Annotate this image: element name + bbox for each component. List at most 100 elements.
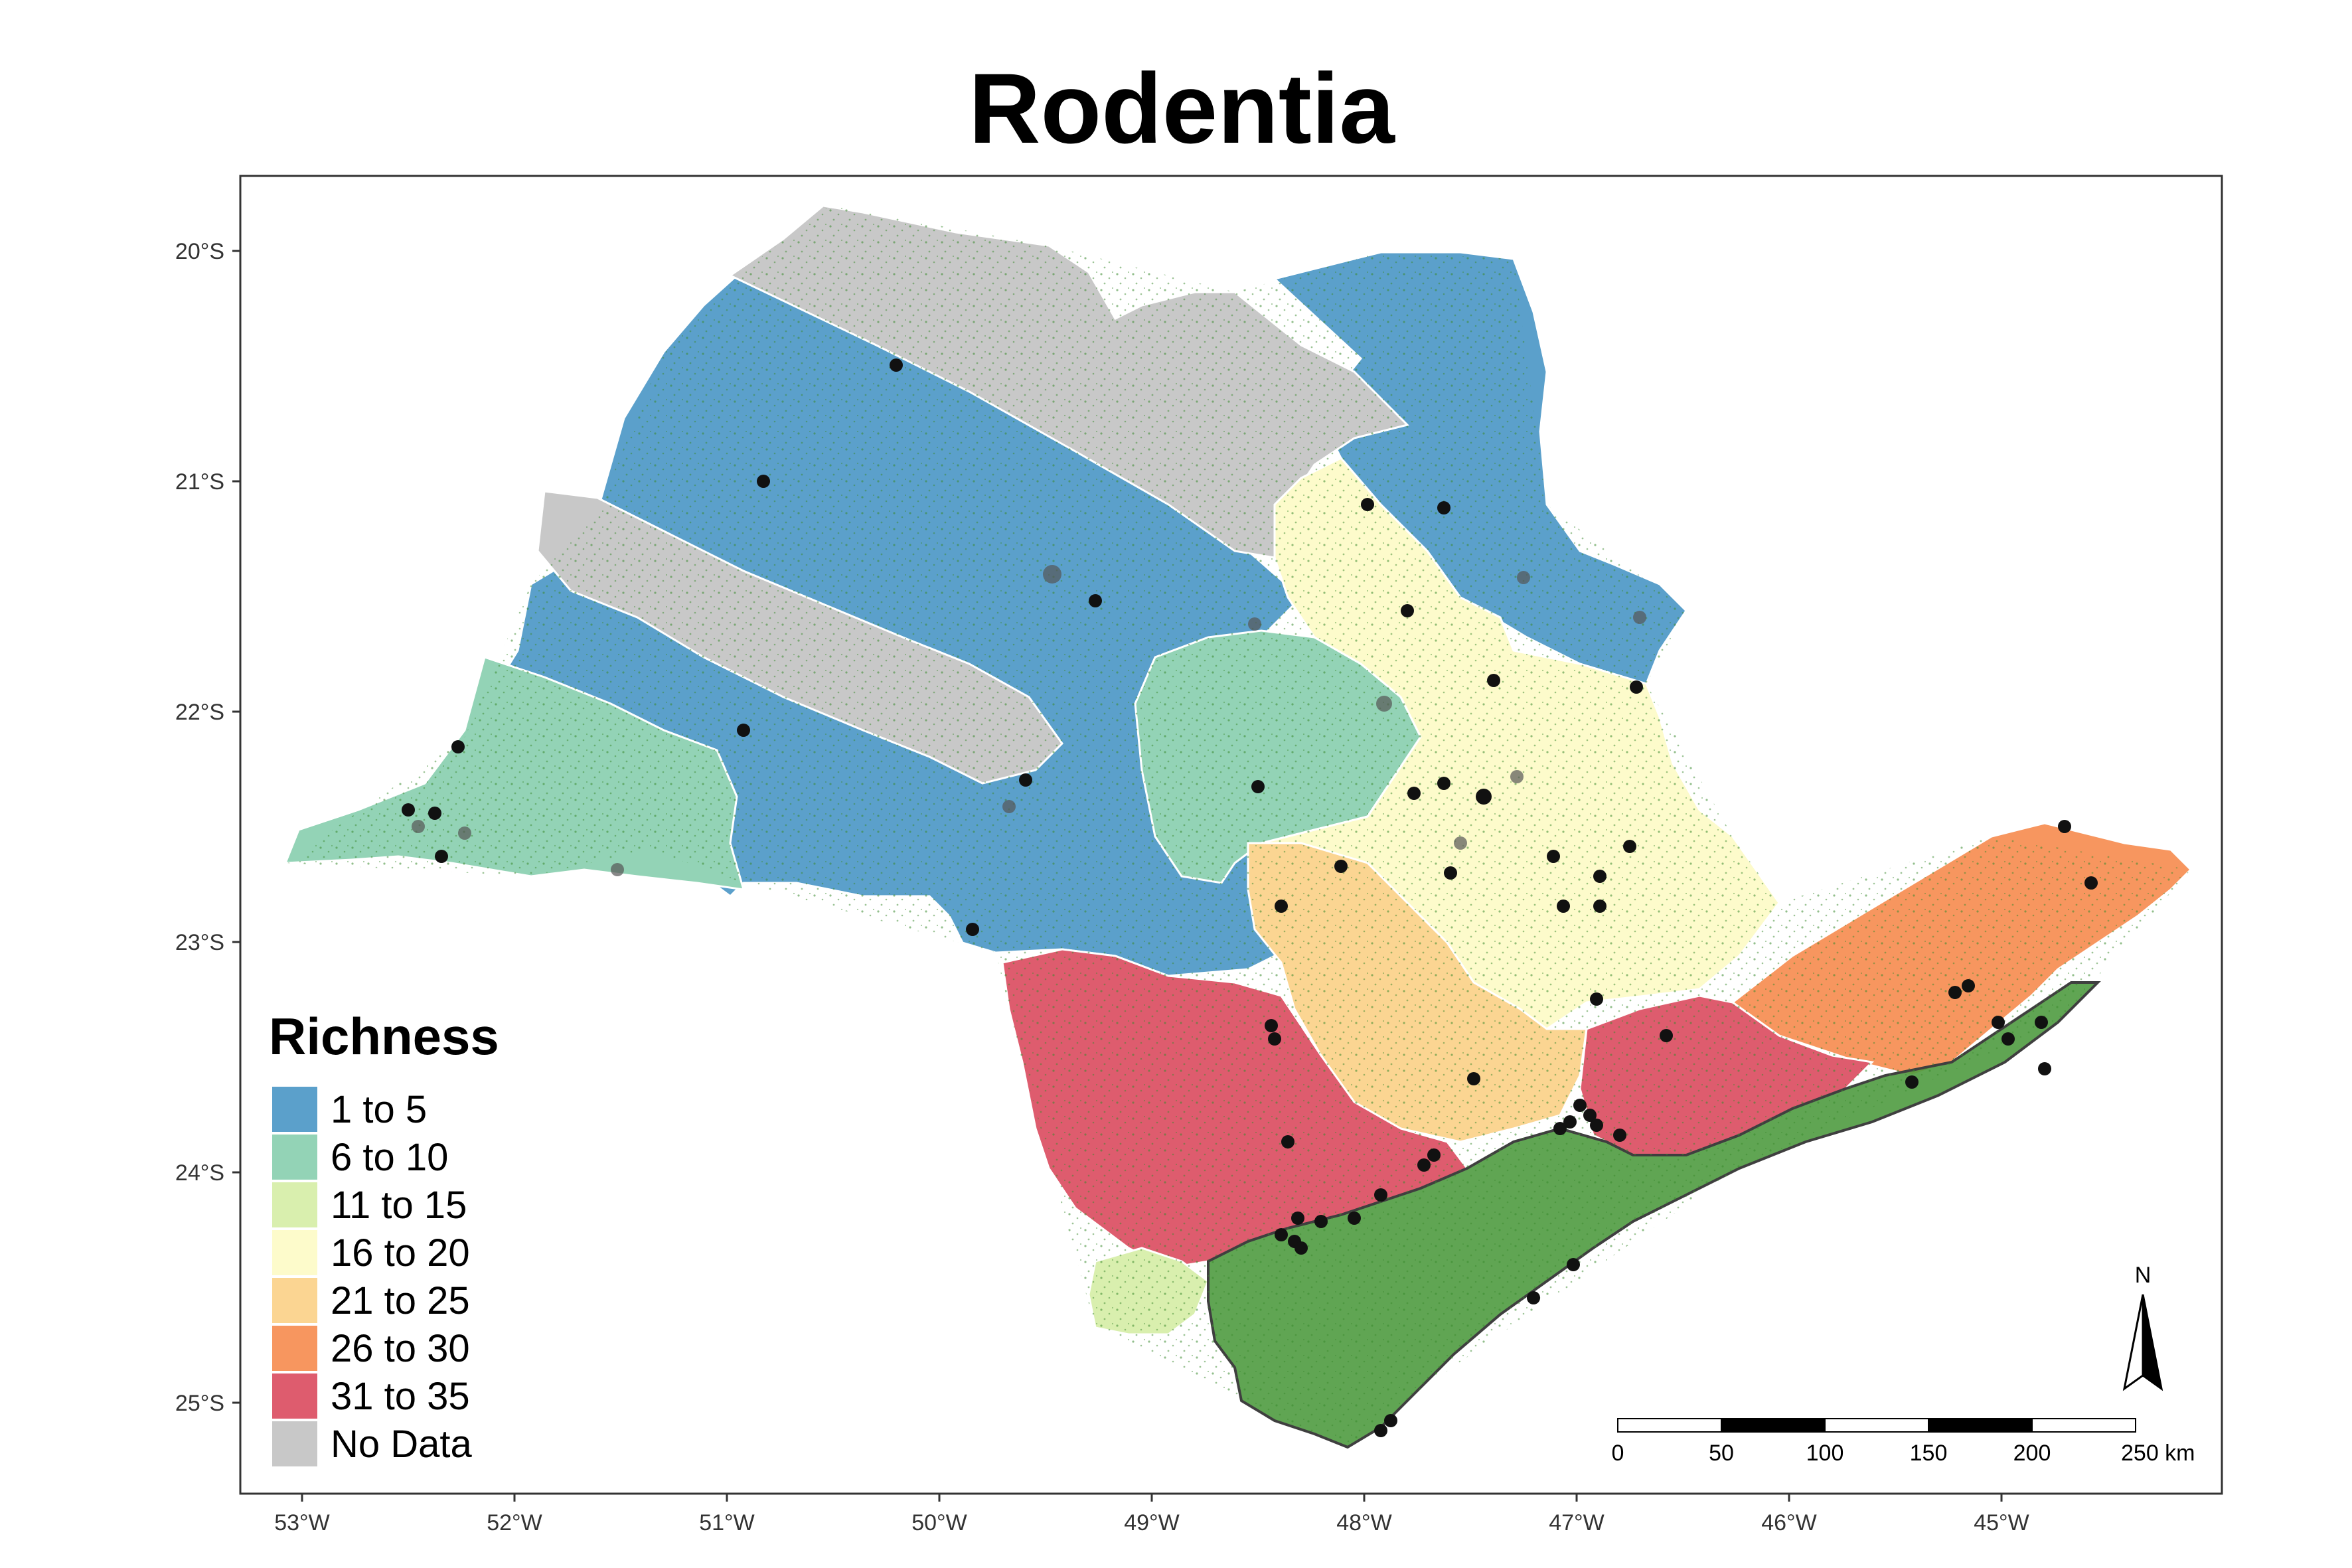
scale-bar-segment (1617, 1418, 1722, 1433)
legend-swatch (272, 1421, 317, 1466)
record-point (1291, 1212, 1304, 1225)
y-axis (232, 250, 240, 1404)
legend-title: Richness (269, 1007, 499, 1065)
record-point (1517, 571, 1530, 584)
record-point (458, 826, 471, 840)
record-point (1251, 780, 1265, 793)
record-point (1334, 860, 1348, 873)
north-arrow-icon-dark-half (2142, 1294, 2163, 1391)
record-point (1376, 696, 1392, 712)
record-point (1437, 501, 1450, 514)
record-point (1487, 674, 1500, 687)
record-point (1248, 617, 1261, 631)
legend-label: 26 to 30 (331, 1327, 470, 1370)
record-point (1374, 1424, 1387, 1437)
legend-label: No Data (331, 1423, 473, 1466)
record-point (1444, 866, 1457, 880)
record-point (435, 850, 448, 863)
x-tick-labels: 53°W 52°W 51°W 50°W 49°W 48°W 47°W 46°W … (274, 1510, 2029, 1535)
scale-bar: 0 50 100 150 200 250 km (1612, 1418, 2195, 1466)
record-point (1992, 1016, 2005, 1029)
scale-bar-label: 150 (1910, 1441, 1948, 1466)
record-point (757, 475, 770, 488)
record-point (1361, 498, 1374, 511)
record-point (1948, 986, 1962, 999)
record-point (1019, 773, 1032, 787)
scale-bar-segment (1721, 1418, 1826, 1433)
y-tick-label: 20°S (175, 239, 224, 264)
record-point (1590, 1119, 1603, 1132)
record-point (1348, 1212, 1361, 1225)
y-tick-label: 21°S (175, 469, 224, 495)
legend-label: 6 to 10 (331, 1136, 448, 1179)
scale-bar-label: 250 km (2121, 1441, 2195, 1466)
record-point (1427, 1148, 1441, 1162)
x-axis (301, 1494, 2003, 1502)
x-tick-label: 53°W (274, 1510, 330, 1535)
legend-label: 16 to 20 (331, 1231, 470, 1275)
record-point (1660, 1029, 1673, 1042)
legend-swatch (272, 1087, 317, 1132)
record-point (1583, 1109, 1597, 1122)
north-arrow: N (2122, 1263, 2163, 1391)
record-point (1275, 1228, 1288, 1241)
record-point (1563, 1115, 1577, 1129)
legend-swatch (272, 1278, 317, 1323)
record-point (1268, 1032, 1281, 1046)
scale-bar-segment (2031, 1418, 2136, 1433)
record-point (428, 807, 441, 820)
record-point (1275, 900, 1288, 913)
y-tick-labels: 20°S 21°S 22°S 23°S 24°S 25°S (175, 239, 224, 1416)
record-point (1294, 1241, 1308, 1255)
record-point (890, 358, 903, 372)
record-point (1281, 1135, 1294, 1148)
x-tick-label: 47°W (1549, 1510, 1605, 1535)
legend-swatch (272, 1230, 317, 1275)
record-point (1374, 1188, 1387, 1202)
north-arrow-label: N (2135, 1263, 2152, 1288)
record-point (1089, 594, 1102, 607)
x-tick-label: 45°W (1974, 1510, 2029, 1535)
record-point (611, 863, 624, 876)
legend-swatch (272, 1326, 317, 1371)
scale-bar-label: 50 (1709, 1441, 1734, 1466)
record-point (1623, 840, 1636, 853)
x-tick-label: 51°W (699, 1510, 755, 1535)
record-point (1265, 1019, 1278, 1032)
legend-label: 1 to 5 (331, 1088, 427, 1131)
record-point (1043, 565, 1061, 584)
record-point (2035, 1016, 2048, 1029)
record-point (737, 724, 750, 737)
record-point (1002, 800, 1016, 813)
x-tick-label: 48°W (1336, 1510, 1392, 1535)
y-tick-label: 23°S (175, 930, 224, 955)
record-point (2084, 876, 2098, 890)
record-point (1553, 1122, 1567, 1135)
legend-label: 31 to 35 (331, 1375, 470, 1418)
legend-swatch (272, 1373, 317, 1419)
record-point (1633, 611, 1646, 624)
scale-bar-label: 100 (1806, 1441, 1844, 1466)
y-tick-label: 25°S (175, 1391, 224, 1416)
record-point (966, 923, 979, 936)
record-point (402, 803, 415, 817)
record-point (1401, 604, 1414, 617)
record-point (1630, 680, 1643, 694)
x-tick-label: 50°W (911, 1510, 967, 1535)
record-point (1476, 789, 1492, 805)
x-tick-label: 49°W (1124, 1510, 1180, 1535)
record-point (1593, 870, 1607, 883)
record-point (412, 820, 425, 833)
record-point (1962, 979, 1975, 992)
record-point (451, 740, 465, 753)
scale-bar-label: 200 (2013, 1441, 2051, 1466)
record-point (1567, 1258, 1580, 1271)
legend-label: 11 to 15 (331, 1184, 467, 1227)
x-tick-label: 52°W (487, 1510, 542, 1535)
scale-bar-segment (1928, 1418, 2033, 1433)
y-tick-label: 24°S (175, 1160, 224, 1186)
record-point (1454, 836, 1467, 850)
map-regions (283, 204, 2193, 1449)
record-point (1557, 900, 1570, 913)
